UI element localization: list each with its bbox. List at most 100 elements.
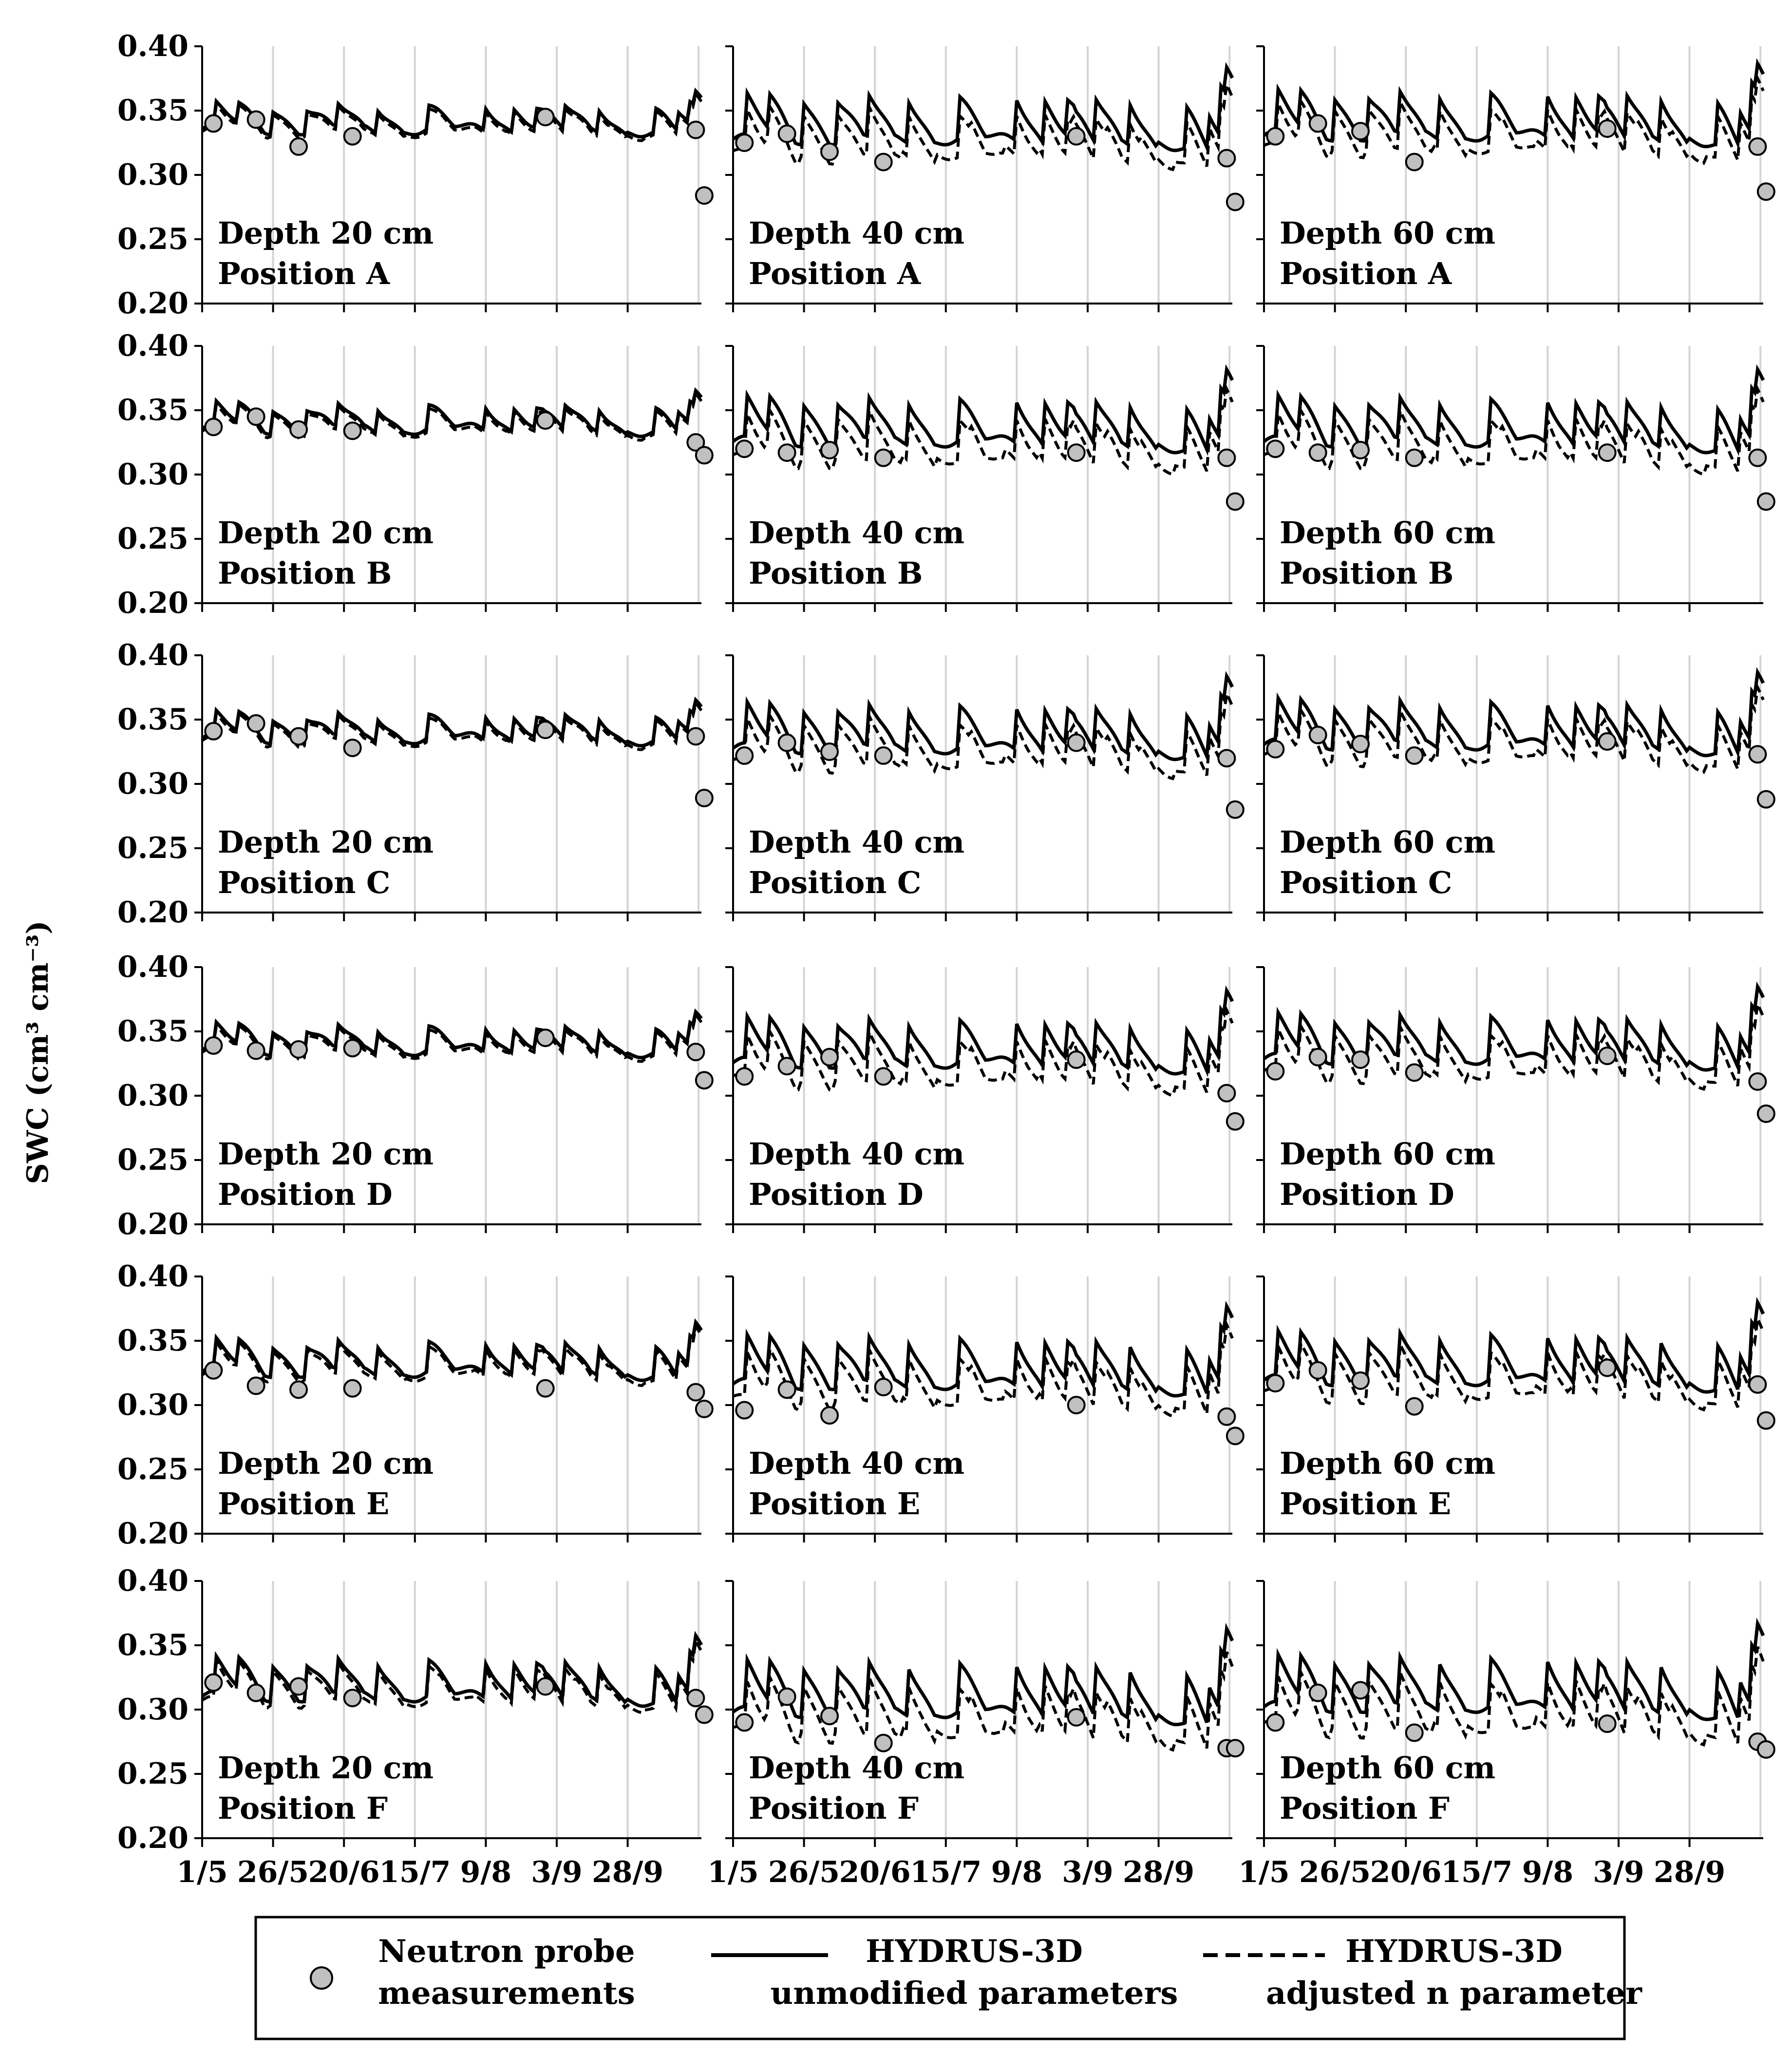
measured-point bbox=[1598, 1047, 1617, 1066]
series-adjusted-line bbox=[1263, 73, 1765, 165]
measured-point bbox=[735, 439, 754, 458]
y-tick-label: 0.35 bbox=[117, 1324, 189, 1358]
x-tick-label: 15/7 bbox=[379, 1855, 451, 1889]
measured-point bbox=[820, 440, 839, 459]
measured-point bbox=[1405, 152, 1424, 171]
measured-point bbox=[1748, 448, 1767, 467]
measured-point bbox=[686, 433, 705, 452]
measured-point bbox=[204, 722, 223, 741]
series-adjusted-line bbox=[733, 384, 1234, 476]
panel-position-label: Position B bbox=[218, 555, 392, 591]
series-unmodified-line bbox=[1263, 981, 1765, 1074]
measured-point bbox=[820, 1707, 839, 1726]
measured-point bbox=[1756, 492, 1775, 511]
legend: Neutron probe measurements HYDRUS-3D unmodi… bbox=[254, 1916, 1642, 2040]
measured-point bbox=[1067, 1708, 1086, 1727]
y-tick-label: 0.30 bbox=[117, 457, 189, 492]
panel-depth-label: Depth 60 cm bbox=[1280, 515, 1495, 551]
measured-point bbox=[820, 142, 839, 161]
legend-label-measured-line1: Neutron probe bbox=[378, 1933, 635, 1970]
measured-point bbox=[820, 1406, 839, 1425]
series-unmodified-line bbox=[732, 62, 1234, 154]
measured-point bbox=[874, 1067, 893, 1086]
measured-point bbox=[1217, 448, 1236, 467]
panel-position-label: Position A bbox=[749, 256, 921, 291]
x-tick-label: 26/5 bbox=[768, 1855, 840, 1889]
panel-position-label: Position E bbox=[749, 1486, 920, 1522]
measured-point bbox=[1266, 1374, 1285, 1393]
panel-depth-label: Depth 20 cm bbox=[218, 1750, 434, 1786]
series-adjusted-line bbox=[201, 1323, 703, 1388]
y-tick-label: 0.35 bbox=[117, 1014, 189, 1048]
y-tick-label: 0.40 bbox=[117, 638, 189, 672]
measured-point bbox=[1405, 1397, 1424, 1416]
series-unmodified-line bbox=[1263, 364, 1765, 457]
measured-point bbox=[1748, 745, 1767, 764]
measured-point bbox=[1598, 1358, 1617, 1377]
panel-f-20cm: 0.40 0.35 0.30 0.25 0.201/5 26/520/615/7 9/8 3/… bbox=[117, 1564, 714, 1889]
panel-f-60cm: 1/5 26/520/615/7 9/8 3/9 28/9 Depth 60 cm Posi… bbox=[1238, 1580, 1775, 1889]
series-unmodified-line bbox=[732, 985, 1234, 1078]
measured-point bbox=[1067, 127, 1086, 146]
y-tick-label: 0.40 bbox=[117, 29, 189, 63]
measured-point bbox=[1351, 440, 1370, 459]
measured-point bbox=[695, 1399, 714, 1418]
y-tick-label: 0.30 bbox=[117, 158, 189, 192]
y-tick-label: 0.35 bbox=[117, 703, 189, 737]
measured-point bbox=[1351, 1050, 1370, 1069]
panel-a-40cm: Depth 40 cm Position A bbox=[725, 45, 1245, 312]
measured-point bbox=[1226, 1427, 1245, 1446]
series-adjusted-line bbox=[201, 391, 703, 442]
measured-point bbox=[1308, 1047, 1327, 1066]
series-adjusted-line bbox=[732, 79, 1234, 171]
measured-point bbox=[343, 1379, 362, 1398]
y-tick-label: 0.20 bbox=[117, 286, 189, 321]
panel-e-20cm: 0.40 0.35 0.30 0.25 0.20 Depth 20 cm Position … bbox=[117, 1259, 714, 1551]
panel-position-label: Position C bbox=[1280, 865, 1452, 900]
x-tick-label: 9/8 bbox=[991, 1855, 1042, 1889]
measured-point bbox=[1067, 443, 1086, 462]
series-adjusted-line bbox=[1264, 1646, 1765, 1747]
series-unmodified-line bbox=[1263, 667, 1765, 759]
measured-point bbox=[536, 1028, 555, 1047]
legend-label-adjusted-line2: adjusted n parameter bbox=[1266, 1975, 1642, 2012]
measured-point bbox=[1351, 122, 1370, 141]
y-tick-label: 0.30 bbox=[117, 1079, 189, 1113]
measured-point bbox=[695, 446, 714, 465]
x-tick-label: 28/9 bbox=[1654, 1855, 1725, 1889]
measured-point bbox=[695, 789, 714, 808]
measured-point bbox=[343, 1039, 362, 1058]
series-unmodified-line bbox=[201, 87, 703, 139]
x-tick-label: 9/8 bbox=[1522, 1855, 1573, 1889]
measured-point bbox=[686, 120, 705, 139]
y-tick-label: 0.25 bbox=[117, 1757, 189, 1791]
x-tick-label: 3/9 bbox=[1593, 1855, 1644, 1889]
measured-point bbox=[204, 1673, 223, 1692]
measured-point bbox=[1308, 725, 1327, 744]
measured-point bbox=[289, 137, 308, 156]
series-unmodified-line bbox=[732, 671, 1234, 763]
x-tick-label: 15/7 bbox=[1441, 1855, 1512, 1889]
y-tick-label: 0.25 bbox=[117, 222, 189, 256]
panel-b-20cm: 0.40 0.35 0.30 0.25 0.20 Depth 20 cm Position … bbox=[117, 329, 714, 620]
series-adjusted-line bbox=[733, 1651, 1234, 1752]
measured-point bbox=[1598, 119, 1617, 138]
panel-f-40cm: 1/5 26/520/615/7 9/8 3/9 28/9 Depth 40 cm Posi… bbox=[707, 1580, 1245, 1889]
measured-point bbox=[1308, 114, 1327, 133]
panel-c-40cm: Depth 40 cm Position C bbox=[725, 654, 1245, 921]
panel-position-label: Position F bbox=[218, 1790, 388, 1826]
measured-point bbox=[1266, 1713, 1285, 1732]
series-unmodified-line bbox=[201, 387, 703, 438]
measured-point bbox=[1266, 740, 1285, 759]
panel-position-label: Position D bbox=[218, 1177, 393, 1212]
panel-position-label: Position C bbox=[218, 865, 390, 900]
measured-point bbox=[777, 443, 796, 462]
measured-point bbox=[1217, 1407, 1236, 1426]
panel-position-label: Position C bbox=[749, 865, 921, 900]
y-tick-label: 0.20 bbox=[117, 1517, 189, 1551]
series-adjusted-line bbox=[732, 688, 1234, 780]
panel-position-label: Position F bbox=[749, 1790, 919, 1826]
series-adjusted-line bbox=[1264, 384, 1765, 476]
x-tick-label: 28/9 bbox=[1123, 1855, 1194, 1889]
measured-point bbox=[536, 721, 555, 740]
